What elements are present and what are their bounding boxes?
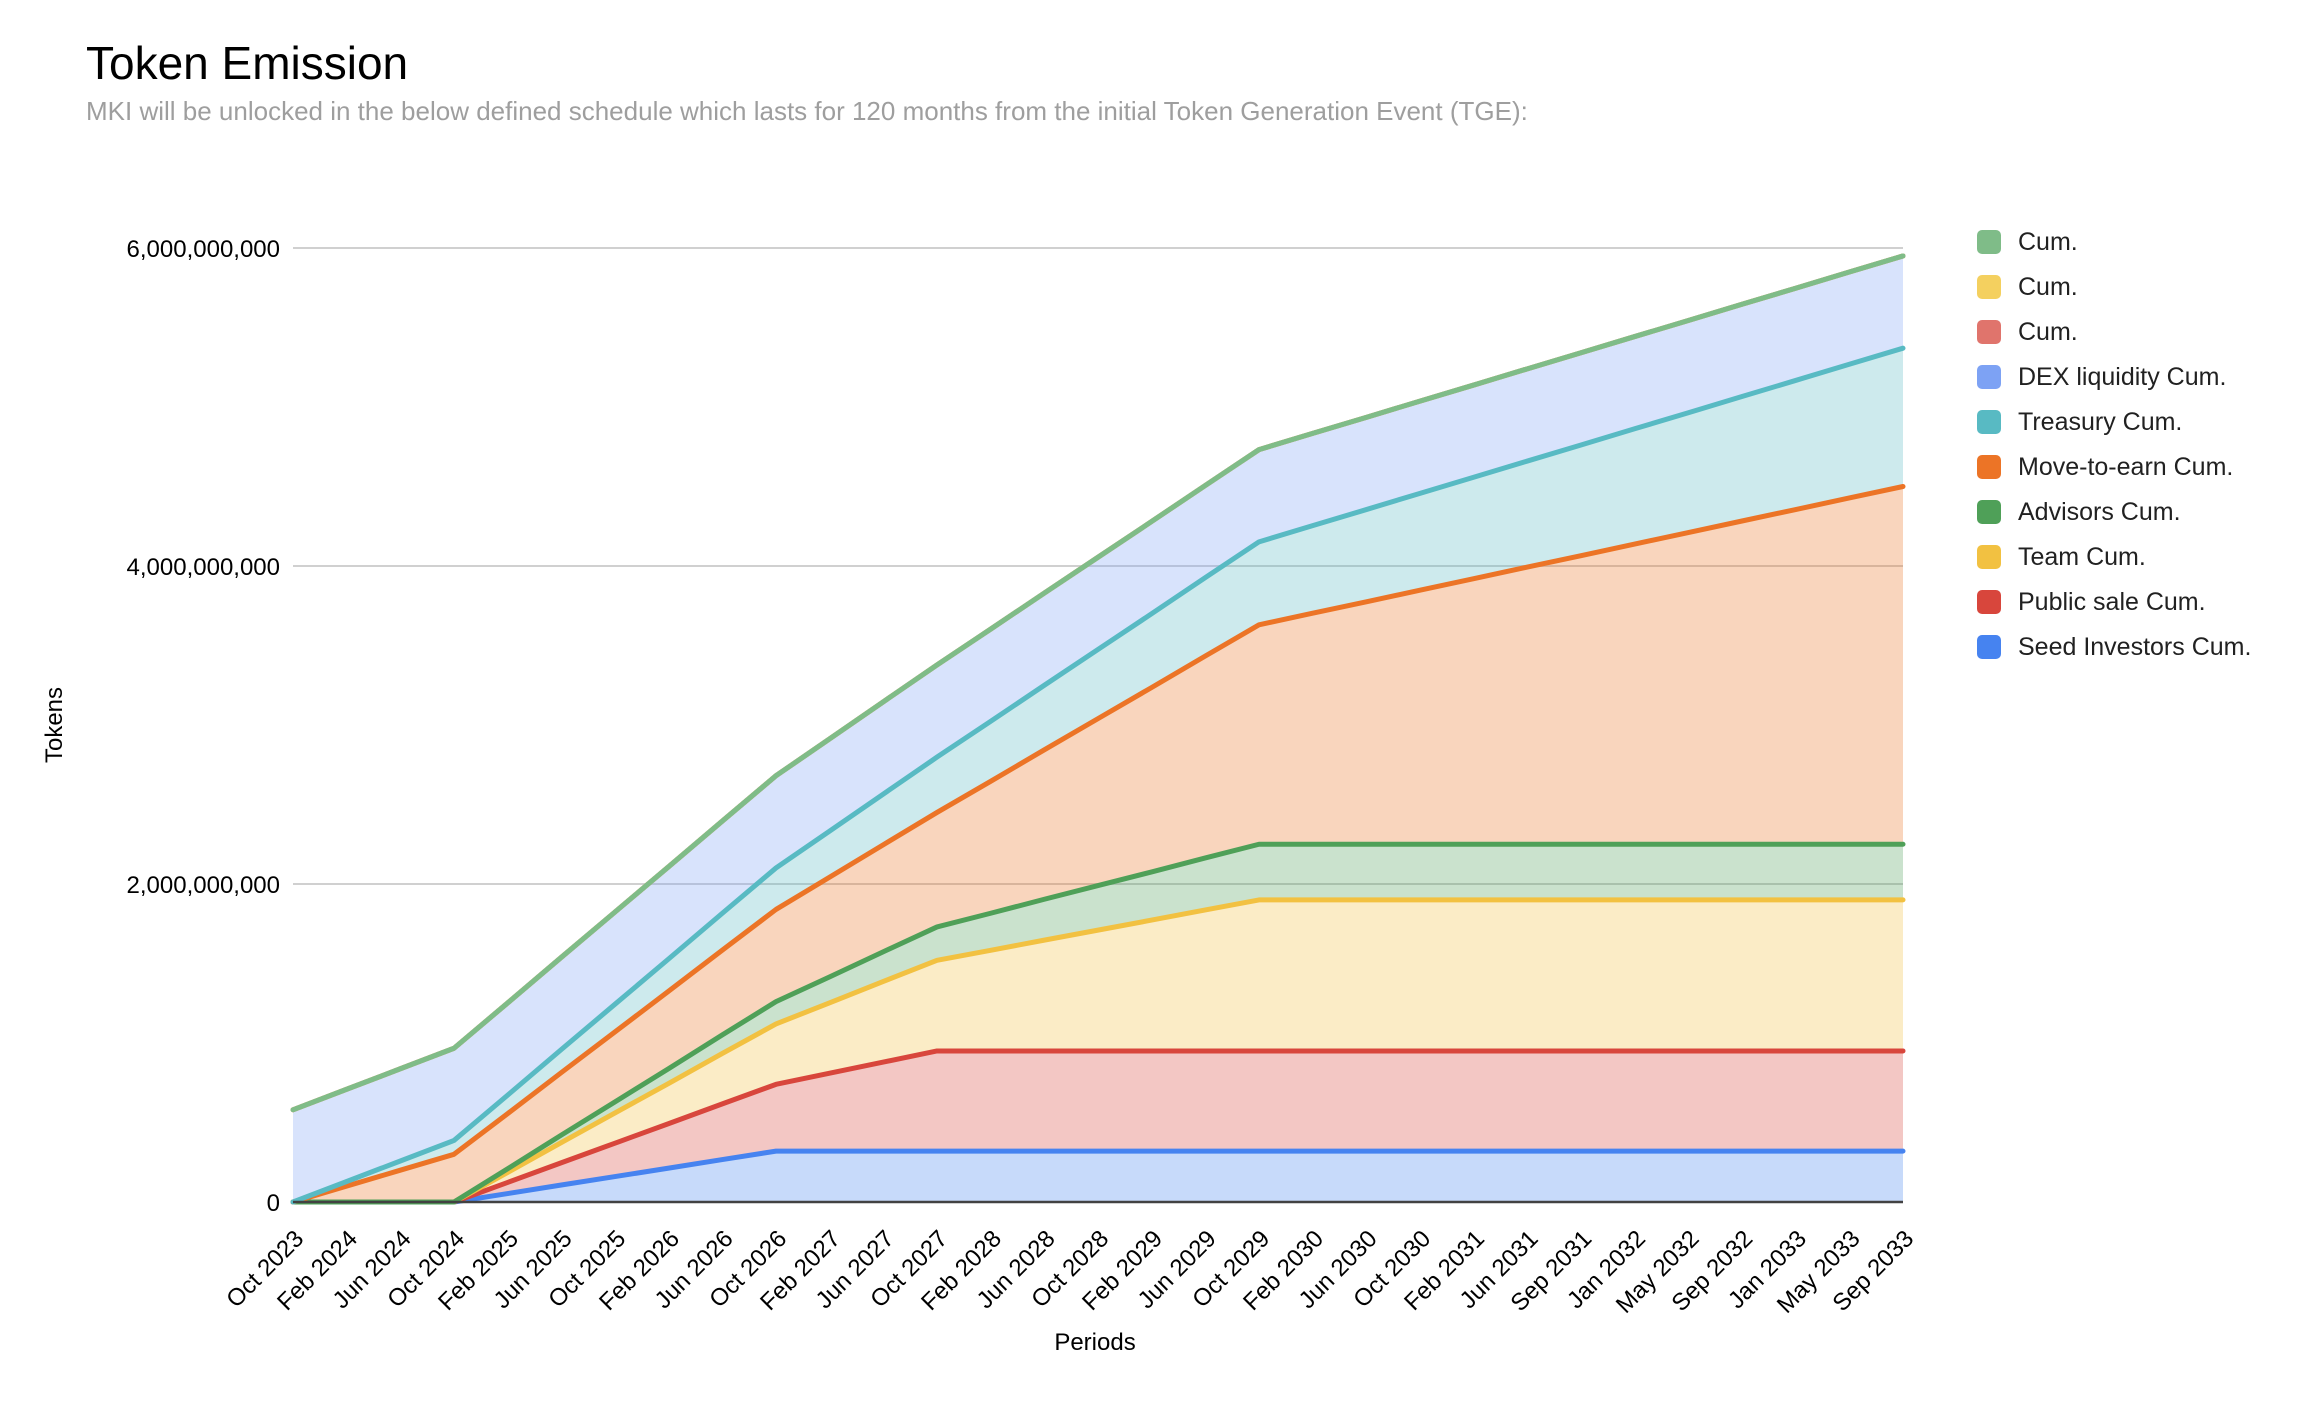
legend-item: Cum.	[1977, 273, 2251, 301]
series-area-treasury	[293, 348, 1903, 1202]
series-area-public-sale	[293, 1050, 1903, 1202]
series-area-move-to-earn	[293, 486, 1903, 1202]
legend-swatch	[1977, 230, 2001, 254]
legend-label: Seed Investors Cum.	[2018, 633, 2252, 661]
legend-label: Treasury Cum.	[2018, 408, 2183, 436]
legend-item: Public sale Cum.	[1977, 588, 2251, 616]
y-axis-label: 4,000,000,000	[127, 554, 280, 581]
legend-item: Treasury Cum.	[1977, 408, 2251, 436]
y-axis-title: Tokens	[41, 687, 68, 763]
series-area-seed-investors	[293, 1151, 1903, 1202]
legend-swatch	[1977, 500, 2001, 524]
legend-item: DEX liquidity Cum.	[1977, 363, 2251, 391]
series-line-treasury	[290, 345, 1906, 1205]
page-title: Token Emission	[86, 37, 409, 89]
legend-label: Advisors Cum.	[2018, 498, 2181, 526]
legend-swatch	[1977, 545, 2001, 569]
axis-titles: Tokens Periods	[41, 687, 1136, 1356]
legend-label: Cum.	[2018, 273, 2078, 301]
x-axis-title: Periods	[1054, 1329, 1135, 1356]
series-area-dex-liquidity	[293, 255, 1903, 1202]
series-areas	[293, 255, 1903, 1202]
legend-swatch	[1977, 410, 2001, 434]
legend-label: Team Cum.	[2018, 543, 2146, 571]
y-axis-label: 6,000,000,000	[127, 236, 280, 263]
series-area-advisors	[293, 844, 1903, 1202]
legend-label: Public sale Cum.	[2018, 588, 2206, 616]
series-lines	[290, 253, 1906, 1205]
legend-swatch	[1977, 275, 2001, 299]
series-line-cum-green	[290, 253, 1906, 1113]
legend-swatch	[1977, 455, 2001, 479]
page-subtitle: MKI will be unlocked in the below define…	[86, 96, 1528, 126]
series-line-move-to-earn	[290, 484, 1906, 1205]
legend-item: Team Cum.	[1977, 543, 2251, 571]
legend-swatch	[1977, 590, 2001, 614]
series-line-advisors	[290, 841, 1906, 1205]
chart-legend: Cum. Cum. Cum. DEX liquidity Cum. Treasury C…	[1977, 228, 2252, 661]
legend-label: Move-to-earn Cum.	[2018, 453, 2234, 481]
legend-label: DEX liquidity Cum.	[2018, 363, 2227, 391]
legend-item: Seed Investors Cum.	[1977, 633, 2252, 661]
y-axis-label: 2,000,000,000	[127, 872, 280, 899]
y-axis-label: 0	[267, 1190, 280, 1217]
legend-item: Cum.	[1977, 318, 2251, 346]
legend-swatch	[1977, 635, 2001, 659]
legend-swatch	[1977, 320, 2001, 344]
legend-label: Cum.	[2018, 228, 2078, 256]
y-axis-tick-labels: 0 2,000,000,000 4,000,000,000 6,000,000,000	[127, 236, 280, 1217]
series-line-team	[290, 897, 1906, 1205]
legend-label: Cum.	[2018, 318, 2078, 346]
legend-item: Move-to-earn Cum.	[1977, 453, 2251, 481]
legend-swatch	[1977, 365, 2001, 389]
legend-item: Advisors Cum.	[1977, 498, 2251, 526]
legend-item: Cum.	[1977, 228, 2251, 256]
series-line-public-sale	[290, 1048, 1906, 1205]
series-line-seed-investors	[290, 1148, 1906, 1205]
